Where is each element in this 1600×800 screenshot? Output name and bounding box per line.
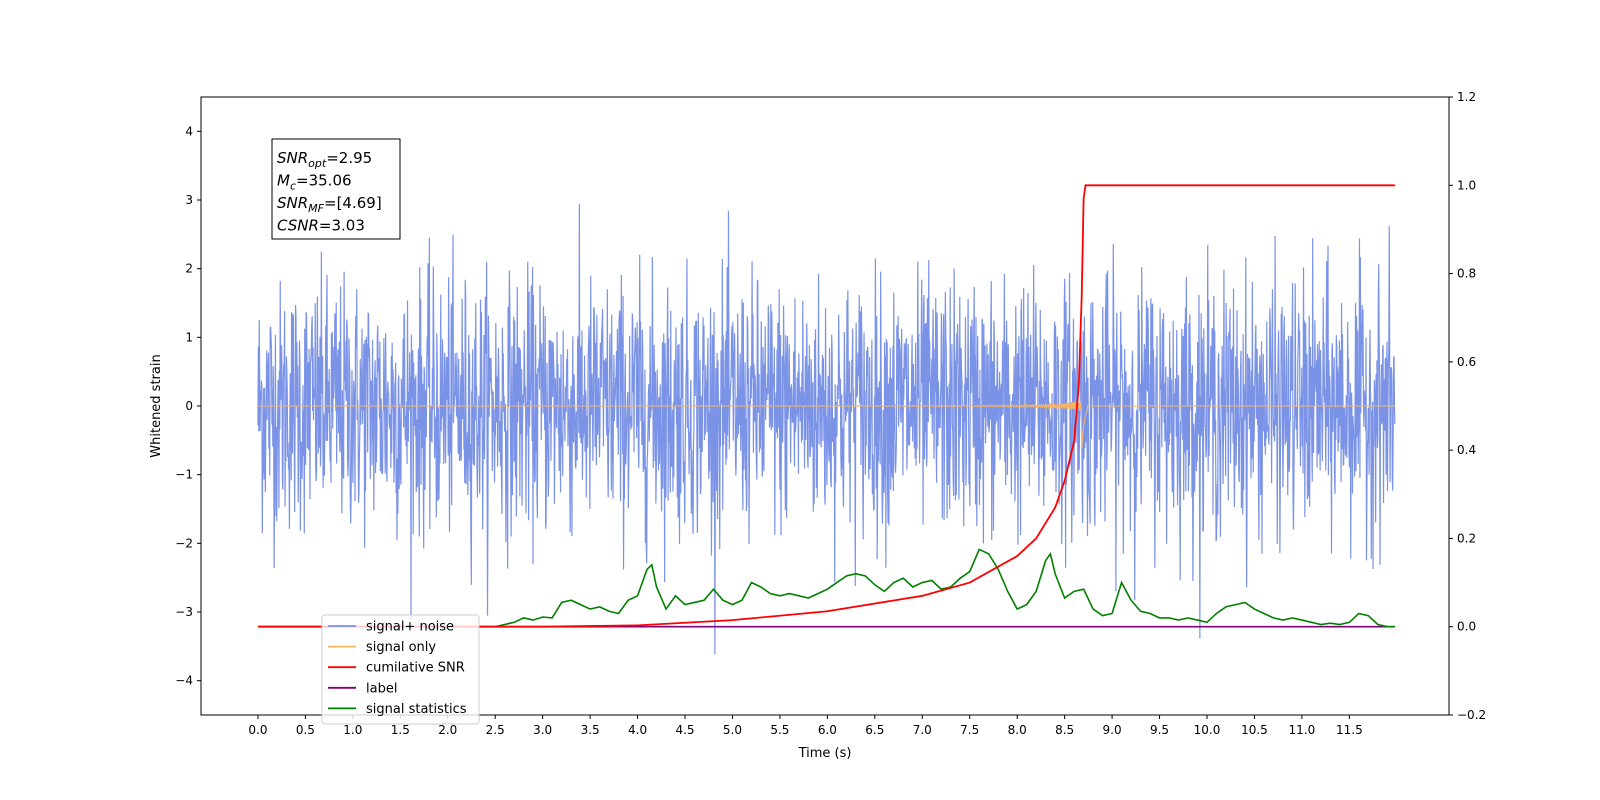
y2-tick-label: 0.6 — [1457, 355, 1476, 369]
series-signal-statistics-line — [257, 548, 1395, 628]
x-tick-label: 3.0 — [533, 723, 552, 737]
legend-entry-label: label — [366, 681, 397, 696]
x-tick-label: 1.5 — [391, 723, 410, 737]
legend: signal+ noise signal only cumilative SNR la… — [321, 614, 480, 725]
annotation-line: SNRMF=[4.69] — [277, 194, 382, 215]
x-tick-label: 5.0 — [723, 723, 742, 737]
y2-tick-label: 0.2 — [1457, 531, 1476, 545]
y-tick-label: 3 — [185, 193, 193, 207]
x-tick-label: 8.5 — [1055, 723, 1074, 737]
y2-tick-label: 1.0 — [1457, 178, 1476, 192]
y-axis-left: 4 3 2 1 0 −1 −2 −3 −4 — [175, 124, 201, 688]
x-tick-label: 10.0 — [1194, 723, 1221, 737]
x-tick-label: 6.0 — [818, 723, 837, 737]
x-tick-label: 11.5 — [1336, 723, 1363, 737]
x-tick-label: 4.5 — [675, 723, 694, 737]
y-tick-label: −3 — [175, 605, 193, 619]
legend-entry-label: signal+ noise — [366, 620, 454, 635]
y-tick-label: 4 — [185, 124, 193, 138]
annotation-line: CSNR=3.03 — [277, 217, 365, 235]
y-tick-label: −4 — [175, 674, 193, 688]
legend-box — [321, 614, 480, 725]
y-axis-label: Whitened strain — [149, 354, 164, 457]
x-tick-label: 9.0 — [1103, 723, 1122, 737]
x-tick-label: 11.0 — [1289, 723, 1316, 737]
y2-tick-label: 1.2 — [1457, 90, 1476, 104]
y2-tick-label: 0.8 — [1457, 267, 1476, 281]
annotation-line: Mc=35.06 — [277, 172, 352, 193]
x-tick-label: 2.5 — [486, 723, 505, 737]
x-tick-label: 4.0 — [628, 723, 647, 737]
legend-entry-label: signal only — [366, 640, 436, 655]
y-tick-label: 2 — [185, 262, 193, 276]
series-signal-only-line — [257, 400, 1395, 449]
y-tick-label: −1 — [175, 468, 193, 482]
x-tick-label: 1.0 — [343, 723, 362, 737]
x-tick-label: 6.5 — [865, 723, 884, 737]
plot-area — [257, 184, 1396, 655]
annotation-line: SNRopt=2.95 — [277, 149, 372, 170]
x-tick-label: 0.5 — [296, 723, 315, 737]
y-tick-label: 1 — [185, 330, 193, 344]
x-tick-label: 7.0 — [913, 723, 932, 737]
y2-tick-label: −0.2 — [1457, 708, 1486, 722]
y-tick-label: 0 — [185, 399, 193, 413]
x-tick-label: 8.0 — [1008, 723, 1027, 737]
x-tick-label: 10.5 — [1241, 723, 1268, 737]
legend-entry-label: signal statistics — [366, 702, 467, 717]
y-tick-label: −2 — [175, 536, 193, 550]
x-axis-label: Time (s) — [798, 746, 852, 761]
x-tick-label: 5.5 — [770, 723, 789, 737]
y-axis-right: 1.2 1.0 0.8 0.6 0.4 0.2 0.0 −0.2 — [1449, 90, 1486, 722]
x-tick-label: 7.5 — [960, 723, 979, 737]
y2-tick-label: 0.4 — [1457, 443, 1476, 457]
x-tick-label: 0.0 — [248, 723, 267, 737]
x-tick-label: 3.5 — [581, 723, 600, 737]
annotation-box — [271, 138, 401, 240]
legend-entry-label: cumilative SNR — [366, 661, 465, 676]
series-cumulative-snr-line — [257, 184, 1395, 628]
x-axis: 0.0 0.5 1.0 1.5 2.0 2.5 3.0 3.5 4.0 4.5 5.0 5.5 6.0 6… — [248, 715, 1363, 737]
x-tick-label: 2.0 — [438, 723, 457, 737]
series-signal-noise-line — [257, 203, 1396, 655]
y2-tick-label: 0.0 — [1457, 620, 1476, 634]
x-tick-label: 9.5 — [1150, 723, 1169, 737]
